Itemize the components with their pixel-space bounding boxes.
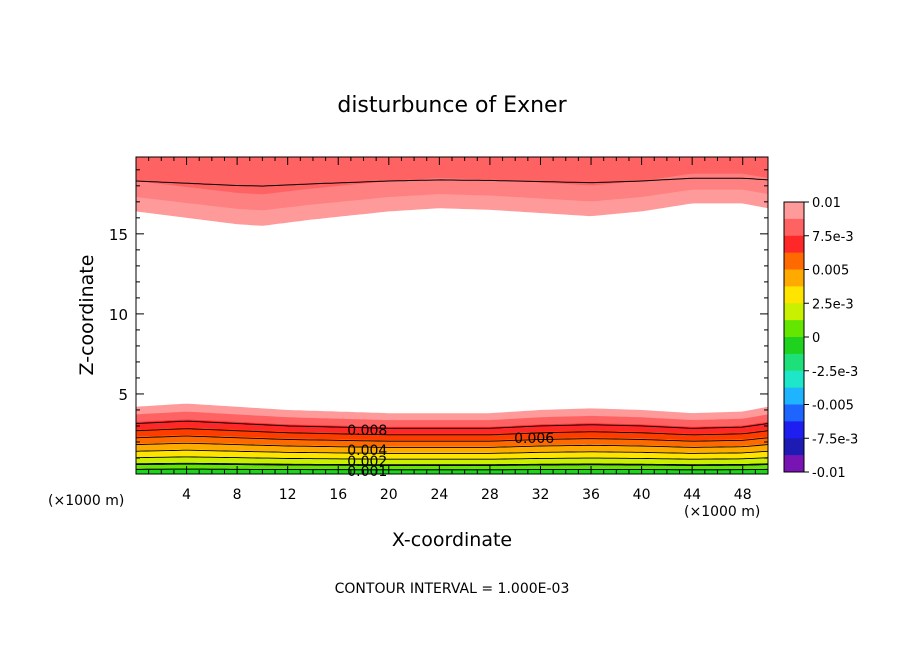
x-tick-label: 20 (380, 487, 398, 503)
colorbar-segment (784, 235, 804, 254)
colorbar-segment (784, 286, 804, 304)
colorbar-label: 0 (812, 331, 820, 346)
x-tick-label: 36 (582, 487, 600, 503)
colorbar-segment (784, 353, 804, 372)
x-tick-label: 16 (329, 487, 347, 503)
contour-label-3: 0.002 (347, 454, 387, 470)
colorbar-segment (784, 320, 804, 338)
contour-line-0.008 (135, 420, 769, 429)
x-tick-label: 28 (481, 487, 499, 503)
colorbar-label: 0.01 (812, 196, 841, 211)
x-axis-ticks: 4 8 12 16 20 24 28 32 36 40 44 48 (148, 157, 756, 503)
x-tick-label: 44 (683, 487, 701, 503)
x-tick-label: 12 (279, 487, 297, 503)
colorbar-segment (784, 218, 804, 237)
x-unit-left: (×1000 m) (48, 493, 124, 509)
x-tick-label: 8 (233, 487, 242, 503)
y-axis-label: Z-coordinate (76, 255, 98, 376)
y-tick-label: 5 (118, 386, 128, 404)
colorbar-segment (784, 404, 804, 422)
chart-title: disturbunce of Exner (337, 93, 567, 118)
colorbar-segment (784, 370, 804, 389)
contour-line-0.003 (135, 456, 769, 460)
x-tick-label: 24 (430, 487, 448, 503)
contour-label-1: 0.006 (514, 431, 554, 447)
contour-line-0.006 (135, 435, 769, 442)
contour-line-0.004 (135, 449, 769, 454)
y-tick-label: 10 (109, 306, 128, 324)
x-tick-label: 48 (734, 487, 752, 503)
contour-label-0: 0.008 (347, 423, 387, 439)
contour-line-top (135, 177, 769, 187)
contour-line-0.002 (135, 462, 769, 466)
colorbar-label: -0.01 (812, 466, 846, 481)
colorbar-label: -2.5e-3 (812, 365, 858, 380)
x-tick-label: 4 (182, 487, 191, 503)
colorbar-segment (784, 252, 804, 270)
colorbar-segment (784, 202, 804, 220)
colorbar-segment (784, 387, 804, 405)
colorbar (783, 201, 805, 473)
contour-interval-note: CONTOUR INTERVAL = 1.000E-03 (335, 581, 570, 597)
colorbar-segment (784, 269, 804, 287)
contour-lines (135, 177, 769, 471)
contour-label-2: 0.004 (347, 443, 387, 459)
colorbar-label: -7.5e-3 (812, 432, 858, 447)
colorbar-segment (784, 303, 804, 321)
colorbar-segment (784, 421, 804, 439)
contour-line-0.007 (135, 428, 769, 436)
colorbar-segment (784, 438, 804, 456)
colorbar-label: 0.005 (812, 264, 849, 279)
contour-label-4: 0.001 (347, 464, 387, 480)
colorbar-labels: 0.01 7.5e-3 0.005 2.5e-3 0 -2.5e-3 -0.005 -7.5e… (804, 196, 858, 481)
colorbar-label: 7.5e-3 (812, 230, 854, 245)
colorbar-label: 2.5e-3 (812, 297, 854, 312)
colorbar-segment (784, 337, 804, 355)
x-unit-right: (×1000 m) (684, 504, 760, 520)
y-tick-label: 15 (109, 226, 128, 244)
x-tick-label: 40 (633, 487, 651, 503)
contour-line-low-1 (136, 468, 769, 471)
colorbar-label: -0.005 (812, 399, 854, 414)
colorbar-segment (784, 455, 804, 473)
x-tick-label: 32 (532, 487, 550, 503)
y-axis-ticks: 5 10 15 (109, 169, 768, 459)
contour-line-low-0 (135, 463, 769, 466)
x-axis-label: X-coordinate (392, 529, 512, 551)
contour-line-0.005 (135, 442, 769, 448)
plot-area (136, 157, 768, 474)
